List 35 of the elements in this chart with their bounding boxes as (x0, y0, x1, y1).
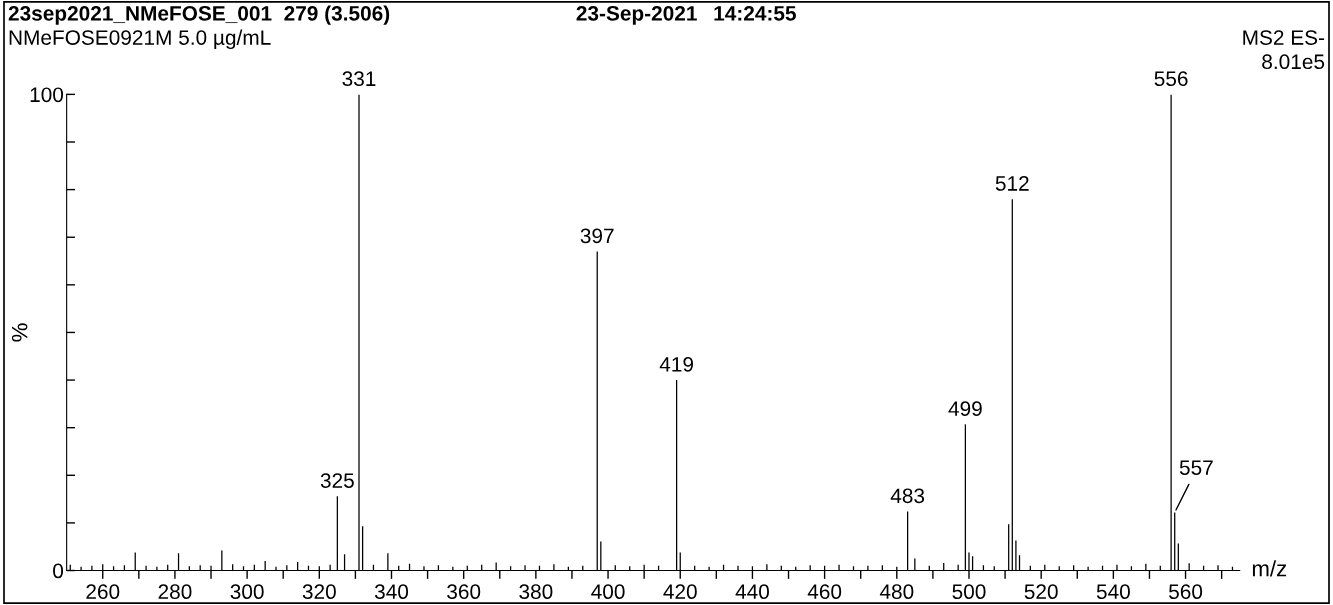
text: 8.01e5 (1262, 54, 1325, 70)
x-tick-label: 260 (86, 584, 120, 600)
x-tick-label: 520 (1024, 584, 1058, 600)
x-tick-label: 300 (230, 584, 264, 600)
x-tick-label: 360 (447, 584, 481, 600)
text: MS2 ES- (1243, 30, 1325, 45)
x-tick-label: 420 (663, 584, 697, 600)
chart-title: 23sep2021_NMeFOSE_001 279 (3.506) (8, 5, 390, 25)
annotation: 556 (1154, 71, 1188, 87)
annotation: 397 (580, 228, 614, 244)
x-tick-label: 480 (879, 584, 914, 600)
text: 14:24:55 (714, 5, 796, 21)
y-tick-label: 100 (30, 87, 64, 103)
annotation: 325 (320, 473, 354, 488)
annotation: 483 (890, 488, 925, 504)
annotation: 419 (659, 357, 694, 372)
x-tick-label: 320 (302, 584, 336, 600)
x-tick-label: 280 (158, 584, 192, 600)
text: 23-Sep-2021 (576, 5, 697, 25)
annotation: 499 (948, 401, 982, 417)
y-tick-label: 0 (53, 563, 64, 579)
x-tick-label: 400 (591, 584, 625, 600)
x-tick-label: 460 (807, 584, 842, 600)
x-tick-label: 340 (374, 584, 409, 600)
annotation: 331 (342, 71, 376, 87)
y-axis-title: % (11, 323, 28, 342)
x-axis-title: m/z (1252, 560, 1287, 577)
x-tick-label: 540 (1096, 584, 1130, 600)
chart-subtitle: NMeFOSE0921M 5.0 µg/mL (9, 29, 271, 50)
x-tick-label: 380 (519, 584, 553, 600)
annotation: 557 (1179, 460, 1213, 475)
annotation: 512 (995, 176, 1029, 191)
x-tick-label: 500 (952, 584, 986, 600)
x-tick-label: 440 (735, 584, 769, 600)
x-tick-label: 560 (1169, 584, 1203, 600)
